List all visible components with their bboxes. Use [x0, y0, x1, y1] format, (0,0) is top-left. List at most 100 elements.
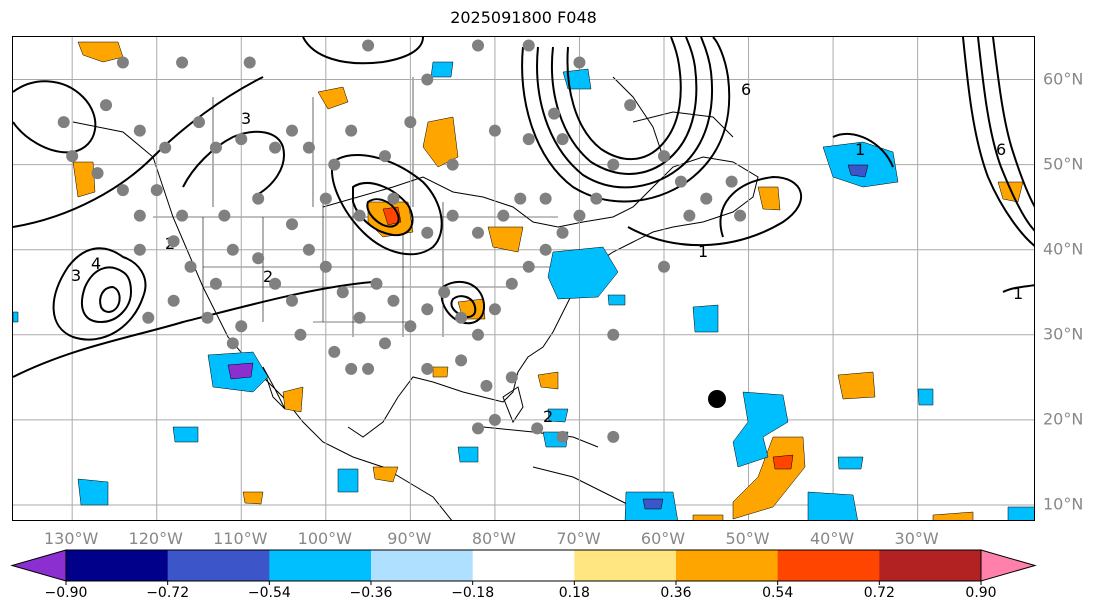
station-dot [370, 277, 383, 290]
station-dot [522, 133, 535, 146]
station-dot [624, 99, 637, 112]
station-dot [683, 209, 696, 222]
colorbar-tick-label: −0.54 [247, 585, 291, 601]
station-dot [556, 430, 569, 443]
colorbar-outline [65, 549, 982, 582]
station-dot [133, 243, 146, 256]
station-dot [488, 413, 501, 426]
station-dot [700, 192, 713, 205]
station-dot [573, 209, 586, 222]
contour-label: 1 [698, 242, 708, 261]
contour-label: 2 [543, 407, 553, 426]
colorbar [10, 549, 1037, 585]
station-dot [404, 320, 417, 333]
station-dot [379, 150, 391, 163]
latitude-label: 30°N [1043, 324, 1084, 344]
contour-label: 1 [1013, 284, 1023, 303]
station-dot [116, 184, 129, 197]
station-dot [294, 328, 307, 341]
station-dot [133, 209, 146, 222]
station-dot [201, 311, 214, 324]
station-dot [150, 184, 163, 197]
station-dot [91, 167, 104, 180]
storm-center-marker [708, 390, 726, 408]
station-dot [302, 141, 315, 154]
station-dot [100, 99, 112, 112]
station-dot [505, 371, 518, 384]
colorbar-segment [66, 550, 169, 581]
colorbar-extend-high [980, 549, 1037, 582]
station-dot [539, 243, 552, 256]
station-dot [57, 116, 70, 129]
longitude-label: 70°W [556, 529, 601, 548]
station-dot [209, 277, 222, 290]
station-dot [421, 303, 434, 316]
colorbar-tick-label: 0.18 [558, 585, 590, 601]
station-dot [607, 430, 620, 443]
colorbar-segment [777, 550, 880, 581]
colorbar-segment [167, 550, 270, 581]
colorbar-tick-label: 0.72 [863, 585, 895, 601]
colorbar-extend-low [10, 549, 67, 582]
longitude-label: 40°W [809, 529, 855, 548]
station-dot [286, 124, 298, 137]
station-dot [353, 209, 366, 222]
longitude-label: 120°W [128, 529, 183, 548]
longitude-label: 30°W [894, 529, 939, 548]
latitude-label: 10°N [1043, 494, 1084, 514]
station-dot [514, 192, 527, 205]
colorbar-segment [472, 550, 575, 581]
colorbar-tick-label: −0.90 [44, 585, 88, 601]
station-dot [353, 311, 366, 324]
longitude-label: 50°W [725, 529, 770, 548]
station-dot [133, 124, 146, 137]
contour-label: 2 [263, 267, 273, 286]
station-dot [235, 133, 248, 146]
station-dot [209, 141, 222, 154]
station-dot [345, 124, 358, 137]
negative-anomaly-fills [13, 61, 1034, 520]
station-dot [167, 235, 180, 248]
station-dot [362, 362, 375, 375]
station-dot [556, 226, 569, 239]
station-dot [522, 39, 535, 52]
colorbar-tick-label: −0.72 [146, 585, 190, 601]
colorbar-segment [371, 550, 474, 581]
station-dot [336, 286, 349, 299]
station-dot [362, 39, 375, 52]
station-dot [556, 133, 569, 146]
colorbar-segment [269, 550, 372, 581]
station-dot [379, 337, 391, 350]
longitude-label: 110°W [213, 529, 268, 548]
station-dot [286, 294, 298, 307]
station-dot [269, 277, 282, 290]
station-dot [505, 277, 518, 290]
station-dot [421, 362, 434, 375]
station-dot [438, 286, 451, 299]
station-dot [590, 192, 603, 205]
colorbar-tick-label: 0.90 [965, 585, 997, 601]
station-dot [674, 175, 687, 188]
longitude-label: 80°W [471, 529, 516, 548]
longitude-label: 100°W [297, 529, 352, 548]
station-dot [421, 73, 434, 86]
station-dot [142, 311, 155, 324]
station-dot [387, 192, 400, 205]
station-dot [488, 303, 501, 316]
contour-label: 3 [71, 266, 81, 285]
station-dot [455, 311, 468, 324]
station-dot [184, 260, 197, 273]
station-dot [226, 337, 239, 350]
map-canvas: 1 1 1 2 2 3 3 4 6 6 2 [13, 37, 1034, 520]
station-dot [658, 150, 670, 163]
station-dot [472, 422, 484, 435]
station-dot [607, 158, 620, 171]
station-dot [472, 39, 484, 52]
station-dot [548, 107, 561, 120]
station-dot [734, 209, 747, 222]
station-dot [455, 354, 468, 367]
colorbar-tick-label: −0.18 [451, 585, 495, 601]
colorbar-tick-label: 0.54 [762, 585, 794, 601]
station-dot [159, 141, 172, 154]
station-dot [345, 362, 358, 375]
